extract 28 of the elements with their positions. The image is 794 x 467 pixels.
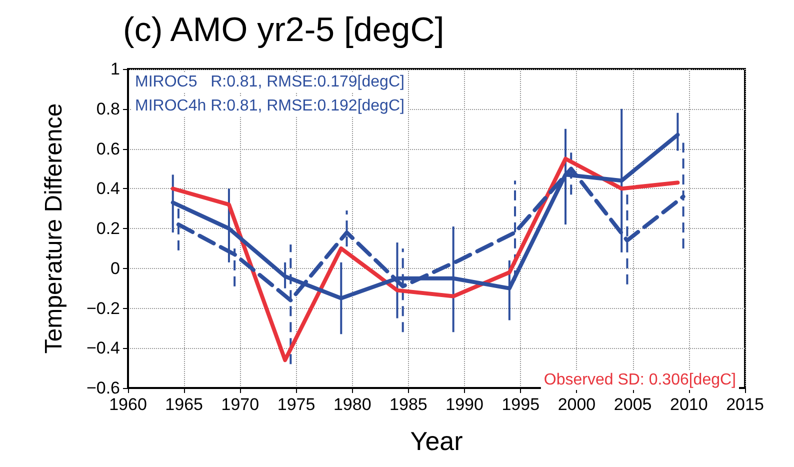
x-tick-label: 1980 bbox=[333, 395, 372, 414]
line-series bbox=[170, 156, 680, 362]
y-tick-label: −0.6 bbox=[86, 378, 120, 398]
x-tick-label: 2010 bbox=[670, 395, 708, 414]
x-tick-label: 2000 bbox=[558, 395, 596, 414]
y-tick-label: 0.2 bbox=[96, 219, 120, 238]
x-tick-label: 1960 bbox=[109, 395, 147, 414]
y-axis-title: Temperature Difference bbox=[40, 103, 68, 354]
annotation: MIROC4h R:0.81, RMSE:0.192[degC] bbox=[135, 98, 404, 114]
x-tick-label: 1985 bbox=[390, 395, 428, 414]
y-tick-label: 1 bbox=[110, 60, 120, 78]
y-tick-label: 0 bbox=[110, 258, 120, 278]
y-tick-label: 0.6 bbox=[96, 139, 120, 158]
y-tick-label: 0.4 bbox=[96, 179, 120, 198]
x-tick-label: 2015 bbox=[726, 395, 764, 414]
chart-title: (c) AMO yr2-5 [degC] bbox=[123, 11, 444, 49]
x-tick-label: 1995 bbox=[502, 395, 540, 414]
y-tick-label: −0.4 bbox=[86, 338, 120, 358]
x-tick-label: 1975 bbox=[277, 395, 316, 414]
x-axis-title: Year bbox=[410, 426, 464, 456]
y-tick-label: 0.8 bbox=[96, 99, 120, 118]
y-tick-label: −0.2 bbox=[86, 298, 120, 318]
annotation: Observed SD: 0.306[degC] bbox=[544, 372, 736, 388]
x-tick-label: 1965 bbox=[165, 395, 204, 414]
x-tick-label: 1970 bbox=[221, 395, 260, 414]
x-tick-label: 1990 bbox=[446, 395, 484, 414]
annotation: MIROC5 R:0.81, RMSE:0.179[degC] bbox=[135, 74, 404, 90]
x-tick-label: 2005 bbox=[614, 395, 652, 414]
